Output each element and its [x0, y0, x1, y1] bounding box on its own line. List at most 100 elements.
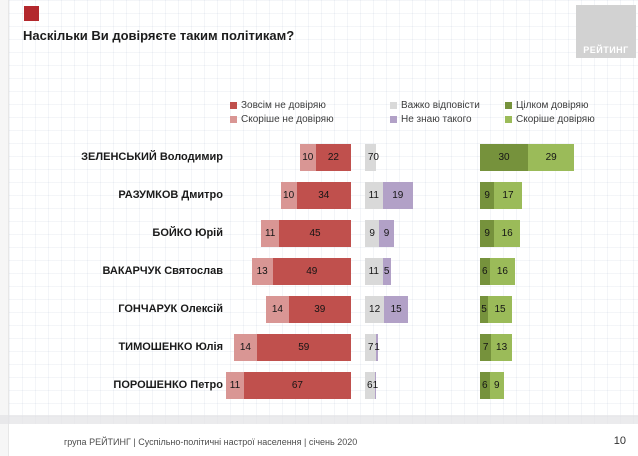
legend-label: Важко відповісти	[401, 99, 480, 111]
bar-value-label: 45	[309, 228, 321, 239]
bar-segment: 9	[480, 182, 495, 209]
bar-segment: 14	[266, 296, 289, 323]
bar-value-label: 9	[494, 380, 500, 391]
bar-segment: 59	[256, 334, 351, 361]
bar-value-label: 6	[482, 266, 488, 277]
legend-swatch-icon	[505, 101, 512, 109]
bar-value-label: 15	[494, 304, 506, 315]
politician-name-label: РАЗУМКОВ Дмитро	[118, 189, 223, 201]
bar-segment: 29	[528, 144, 575, 171]
legend-item: Скоріше довіряю	[505, 113, 595, 125]
bar-segment: 49	[272, 258, 351, 285]
bar-segment: 10	[299, 144, 316, 171]
bar-segment: 15	[384, 296, 409, 323]
bar-segment: 17	[494, 182, 522, 209]
bar-segment: 9	[489, 372, 504, 399]
bar-value-label: 7	[367, 342, 374, 353]
bar-value-label: 16	[501, 228, 513, 239]
bar-segment: 14	[234, 334, 257, 361]
bar-value-label: 1	[372, 380, 379, 391]
bar-value-label: 11	[368, 190, 379, 201]
politician-name-label: ПОРОШЕНКО Петро	[113, 379, 223, 391]
bar-value-label: 10	[283, 190, 295, 201]
bar-segment: 45	[279, 220, 351, 247]
bar-segment: 5	[382, 258, 391, 285]
bar-segment: 16	[489, 258, 516, 285]
bar-segment: 22	[315, 144, 351, 171]
bar-segment: 16	[494, 220, 520, 247]
bar-value-label: 13	[256, 266, 268, 277]
legend-swatch-icon	[390, 115, 397, 123]
legend-label: Скоріше довіряю	[516, 113, 595, 125]
bar-value-label: 29	[545, 152, 557, 163]
bar-segment: 9	[365, 220, 380, 247]
bar-value-label: 11	[368, 266, 379, 277]
politician-name-label: ЗЕЛЕНСЬКИЙ Володимир	[81, 151, 223, 163]
bar-segment: 6	[365, 372, 375, 399]
bar-value-label: 16	[496, 266, 508, 277]
footer-caption: група РЕЙТИНГ | Суспільно-політичні наст…	[64, 437, 358, 447]
legend-swatch-icon	[505, 115, 512, 123]
red-accent-square	[24, 6, 39, 21]
bar-value-label: 6	[482, 380, 488, 391]
politician-name-label: ТИМОШЕНКО Юлія	[118, 341, 223, 353]
legend-label: Скоріше не довіряю	[241, 113, 334, 125]
bar-value-label: 13	[496, 342, 508, 353]
bar-value-label: 1	[374, 342, 380, 353]
legend-item: Важко відповісти	[390, 99, 480, 111]
bar-value-label: 6	[367, 380, 373, 391]
bar-value-label: 12	[369, 304, 381, 315]
bar-value-label: 0	[373, 152, 379, 163]
bar-value-label: 9	[484, 190, 490, 201]
page-number: 10	[613, 435, 626, 447]
bar-segment: 13	[491, 334, 512, 361]
bar-segment: 39	[288, 296, 351, 323]
bar-segment: 7	[365, 334, 377, 361]
bar-segment: 1	[372, 372, 379, 399]
bar-value-label: 5	[383, 266, 390, 277]
bar-segment: 12	[365, 296, 385, 323]
rating-logo-text: РЕЙТИНГ	[583, 45, 629, 55]
bar-value-label: 10	[302, 152, 314, 163]
bar-value-label: 14	[239, 342, 251, 353]
bar-segment: 7	[365, 144, 377, 171]
bar-value-label: 9	[369, 228, 375, 239]
bar-segment: 11	[261, 220, 279, 247]
bar-segment: 34	[296, 182, 351, 209]
bar-value-label: 5	[481, 304, 487, 315]
bar-segment: 10	[280, 182, 297, 209]
legend-item: Не знаю такого	[390, 113, 472, 125]
bar-segment: 13	[251, 258, 273, 285]
bar-segment: 6	[480, 258, 490, 285]
bar-value-label: 39	[314, 304, 326, 315]
bar-value-label: 11	[264, 228, 276, 239]
bar-segment: 6	[480, 372, 490, 399]
bar-segment: 67	[243, 372, 351, 399]
page-title: Наскільки Ви довіряєте таким політикам?	[23, 28, 295, 43]
bar-value-label: 9	[383, 228, 390, 239]
legend-swatch-icon	[230, 101, 237, 109]
bar-segment: 11	[365, 258, 383, 285]
bar-segment: 30	[480, 144, 528, 171]
legend-item: Скоріше не довіряю	[230, 113, 334, 125]
rating-group-logo: РЕЙТИНГ	[576, 5, 636, 58]
bar-value-label: 34	[318, 190, 330, 201]
bar-segment: 7	[480, 334, 492, 361]
bar-value-label: 9	[484, 228, 490, 239]
bar-segment: 1	[374, 334, 380, 361]
politician-name-label: ВАКАРЧУК Святослав	[102, 265, 223, 277]
bar-value-label: 7	[367, 152, 374, 163]
legend-swatch-icon	[230, 115, 237, 123]
bar-value-label: 22	[327, 152, 339, 163]
legend-label: Зовсім не довіряю	[241, 99, 326, 111]
bar-value-label: 59	[298, 342, 310, 353]
politician-name-label: БОЙКО Юрій	[152, 227, 223, 239]
bar-value-label: 14	[271, 304, 283, 315]
politician-name-label: ГОНЧАРУК Олексій	[118, 303, 223, 315]
legend-label: Не знаю такого	[401, 113, 472, 125]
bar-segment: 11	[226, 372, 244, 399]
bar-value-label: 19	[392, 190, 404, 201]
bar-value-label: 49	[306, 266, 318, 277]
bar-value-label: 30	[498, 152, 510, 163]
bottom-divider-band	[0, 415, 638, 424]
